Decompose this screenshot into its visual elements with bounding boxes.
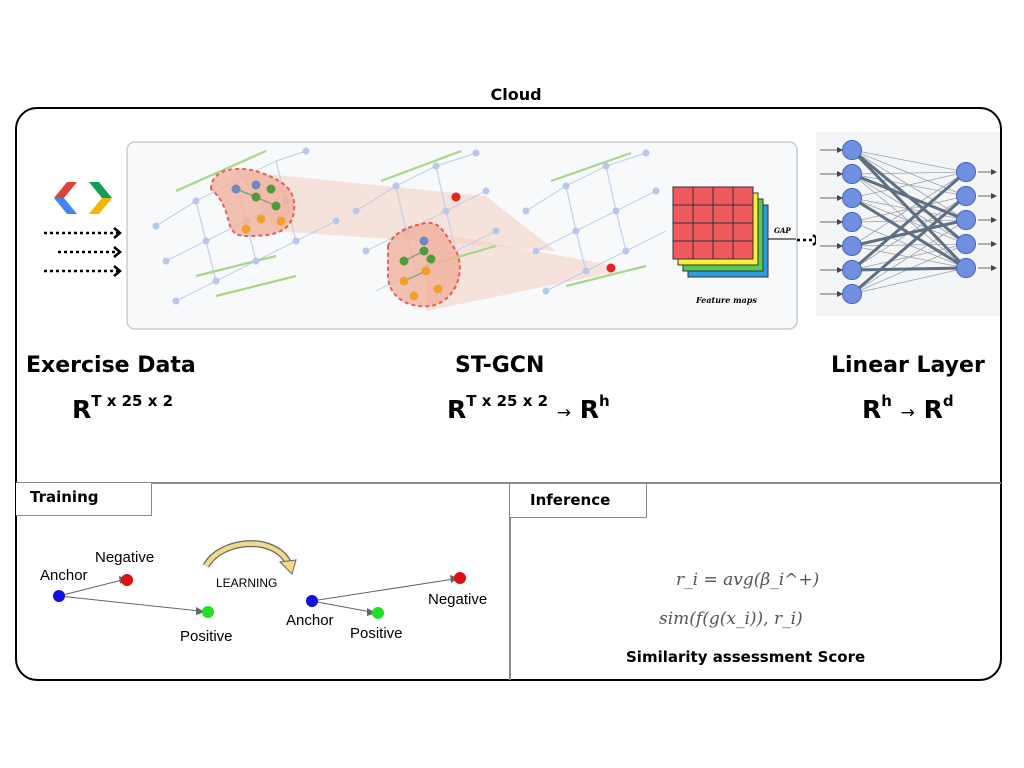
tab-inference[interactable]: Inference <box>510 484 647 518</box>
positive-node <box>372 607 384 619</box>
curved-arrow-icon <box>202 540 297 575</box>
negative-label: Negative <box>95 549 155 566</box>
panel-divider <box>509 483 511 680</box>
tab-training[interactable]: Training <box>16 483 152 516</box>
cloud-title: Cloud <box>490 85 542 104</box>
formula-reference: r_i = avg(β_i^+) <box>676 570 820 590</box>
formula-similarity: sim(f(g(x_i)), r_i) <box>659 609 803 629</box>
linear-layer-title: Linear Layer <box>831 353 985 378</box>
positive-label: Positive <box>180 628 233 645</box>
negative-label: Negative <box>428 591 488 608</box>
stgcn-math: RT x 25 x 2 → Rh <box>447 391 610 424</box>
cloud-container <box>15 107 1002 681</box>
feature-maps-label: Feature maps <box>695 295 757 305</box>
linear-layer-math: Rh → Rd <box>862 391 954 424</box>
neural-net-icon <box>816 132 1000 316</box>
similarity-score-label: Similarity assessment Score <box>626 648 866 666</box>
gap-label: GAP <box>774 226 791 235</box>
anchor-node <box>306 595 318 607</box>
exercise-data-title: Exercise Data <box>26 353 196 378</box>
learning-label: LEARNING <box>216 576 278 590</box>
stgcn-title: ST-GCN <box>455 353 545 378</box>
positive-label: Positive <box>350 625 403 642</box>
anchor-label: Anchor <box>286 612 334 629</box>
dotted-arrow-icon <box>44 227 122 277</box>
google-cloud-logo <box>54 182 112 214</box>
negative-node <box>454 572 466 584</box>
feature-maps-icon <box>672 186 769 278</box>
anchor-label: Anchor <box>40 567 88 584</box>
negative-node <box>121 574 133 586</box>
exercise-data-math: RT x 25 x 2 <box>72 391 174 424</box>
positive-node <box>202 606 214 618</box>
triplet-training-diagram <box>53 540 466 619</box>
anchor-node <box>53 590 65 602</box>
section-divider <box>16 482 1001 484</box>
skeleton-graph-icon: Feature maps GAP <box>126 141 798 330</box>
